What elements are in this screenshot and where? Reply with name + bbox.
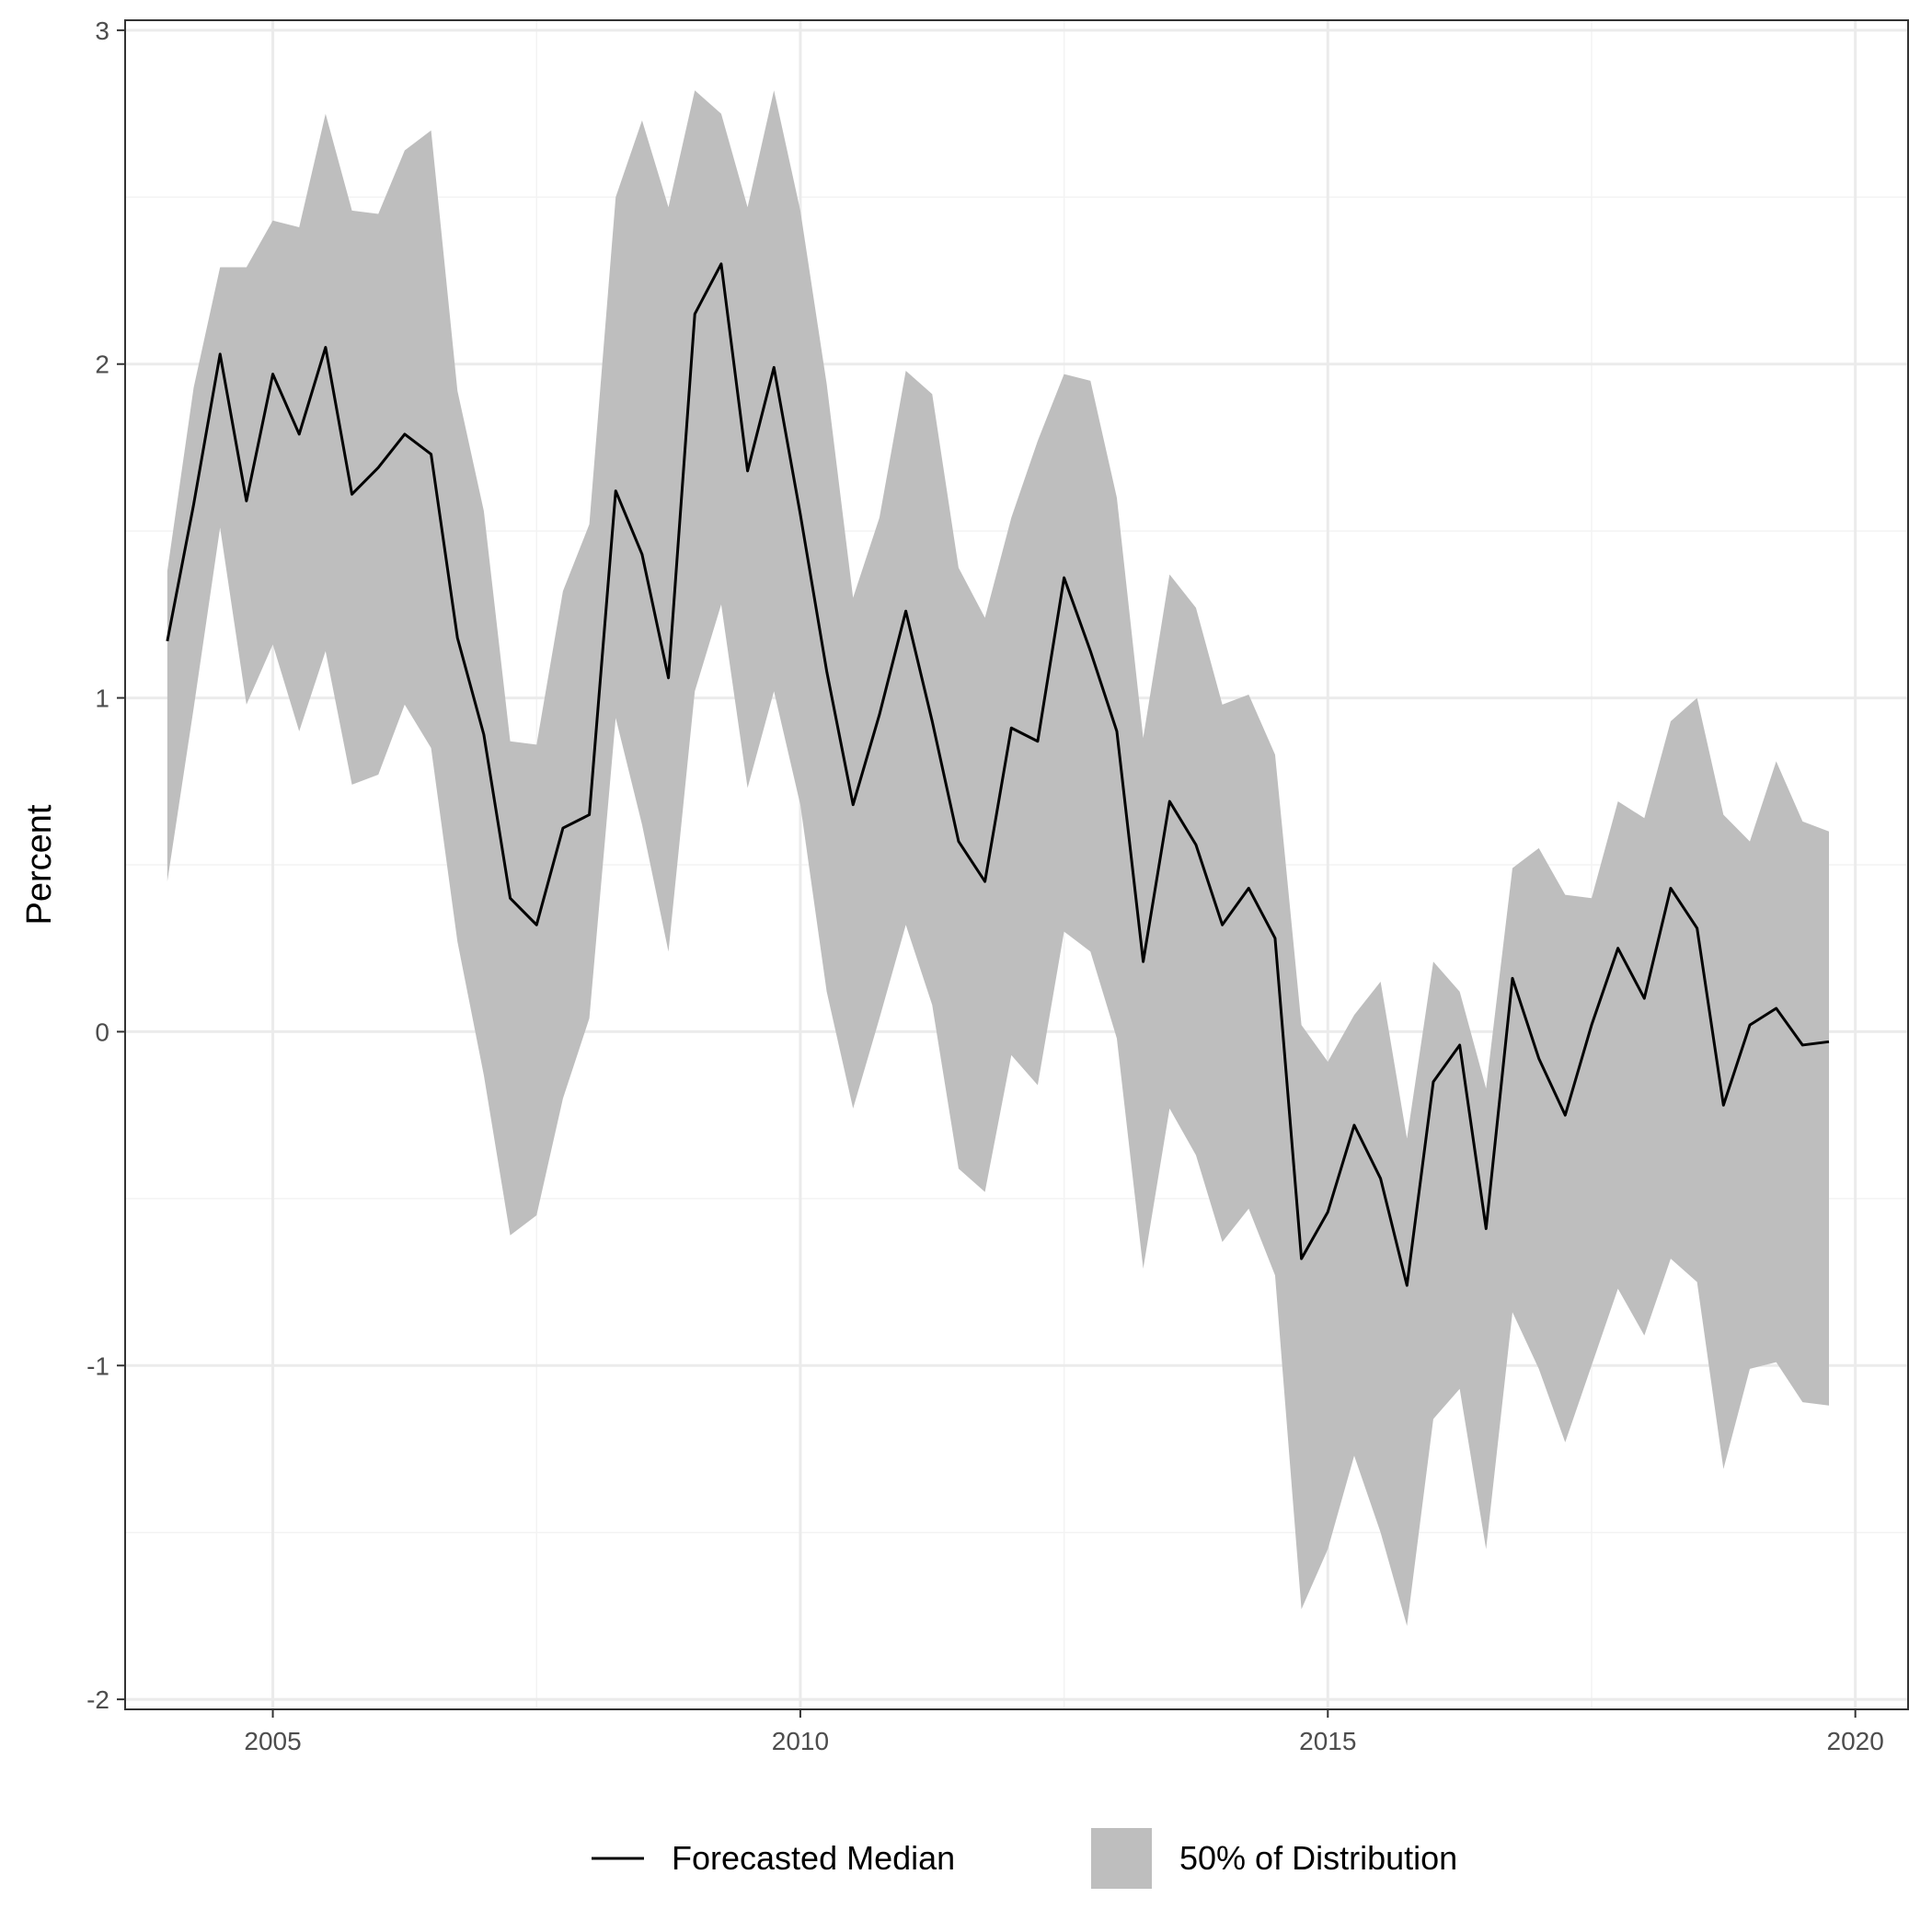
legend: Forecasted Median 50% of Distribution xyxy=(592,1828,1457,1889)
legend-label-median: Forecasted Median xyxy=(672,1839,955,1877)
x-tick-label: 2015 xyxy=(1299,1727,1356,1755)
y-tick-label: 0 xyxy=(95,1018,109,1046)
y-tick-label: 1 xyxy=(95,684,109,713)
plot-panel-border xyxy=(124,19,1909,1710)
legend-label-band: 50% of Distribution xyxy=(1179,1839,1457,1877)
x-tick-label: 2005 xyxy=(244,1727,301,1755)
x-axis: 2005 2010 2015 2020 xyxy=(244,1709,1884,1755)
y-axis: -2 -1 0 1 2 3 xyxy=(86,17,125,1714)
x-tick-label: 2020 xyxy=(1827,1727,1884,1755)
x-tick-label: 2010 xyxy=(772,1727,829,1755)
y-tick-label: -1 xyxy=(86,1351,109,1380)
y-axis-title: Percent xyxy=(20,804,59,925)
y-tick-label: 3 xyxy=(95,17,109,45)
forecasted-median-line xyxy=(166,262,1830,1287)
y-tick-label: 2 xyxy=(95,351,109,379)
y-tick-label: -2 xyxy=(86,1685,109,1714)
legend-key-band xyxy=(1091,1828,1152,1889)
